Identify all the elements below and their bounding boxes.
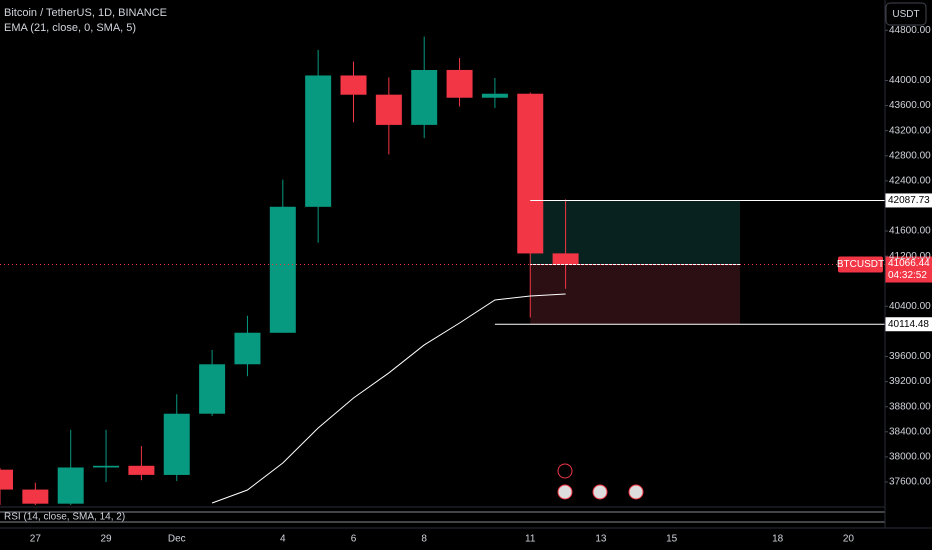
y-tick-label: 43600.00 [889,100,931,111]
y-tick-label: 42800.00 [889,150,931,161]
x-tick-label: 13 [595,534,607,545]
chart-title: Bitcoin / TetherUS, 1D, BINANCE [4,7,167,19]
y-tick-label: 40400.00 [889,301,931,312]
event-icon[interactable] [557,463,573,479]
candle-body [375,94,402,125]
event-icons [557,463,644,500]
symbol-tag: BTCUSDT [837,259,884,270]
y-tick-label: 44000.00 [889,75,931,86]
candle-body [481,93,508,98]
candle-body [517,93,544,254]
y-tick-label: 41600.00 [889,226,931,237]
y-tick-label: 39200.00 [889,376,931,387]
last-price-label: 41066.44 [888,258,930,269]
y-tick-label: 38000.00 [889,452,931,463]
event-icon[interactable] [628,484,644,500]
x-tick-label: 15 [666,534,678,545]
candle-body [340,75,367,95]
candle-body [305,75,332,207]
x-tick-label: 8 [421,534,427,545]
x-tick-label: 18 [772,534,784,545]
x-tick-label: 11 [525,534,536,545]
currency-button[interactable] [885,2,927,26]
y-tick-label: 38800.00 [889,401,931,412]
currency-button-label[interactable]: USDT [892,9,919,20]
candle-body [552,253,579,265]
candle-body [128,465,155,475]
y-tick-label: 43200.00 [889,125,931,136]
symbol-tag-box [838,256,883,273]
last-price-box [885,256,932,283]
stop-price-box [885,317,932,332]
indicator-legend: EMA (21, close, 0, SMA, 5) [4,22,136,34]
y-tick-label: 38400.00 [889,426,931,437]
target-price-box [885,193,932,208]
y-tick-label: 37600.00 [889,477,931,488]
x-tick-label: 29 [100,534,112,545]
candle-body [446,69,473,98]
y-tick-label: 42400.00 [889,175,931,186]
stop-price-label: 40114.48 [888,319,929,330]
y-tick-label: 44800.00 [889,25,931,36]
candle-body [0,469,13,490]
x-tick-label: 27 [30,534,42,545]
ema-line [211,293,566,504]
x-tick-label: 4 [280,534,286,545]
event-icon[interactable] [592,484,608,500]
x-tick-label: 20 [843,534,855,545]
countdown-label: 04:32:52 [888,270,927,281]
candle-body [22,489,49,504]
x-tick-label: 6 [351,534,357,545]
price-pane [0,36,885,505]
target-price-label: 42087.73 [888,195,930,206]
event-icon[interactable] [557,484,573,500]
candle-body [163,413,190,475]
candle-body [199,364,226,414]
y-tick-label: 41200.00 [889,251,931,262]
y-tick-label: 39600.00 [889,351,931,362]
candle-body [269,206,296,333]
candle-body [411,70,438,125]
rsi-legend: RSI (14, close, SMA, 14, 2) [4,512,125,523]
candle-body [234,332,261,365]
candle-body [57,467,84,504]
candle-body [93,465,120,468]
x-tick-label: Dec [168,534,186,545]
